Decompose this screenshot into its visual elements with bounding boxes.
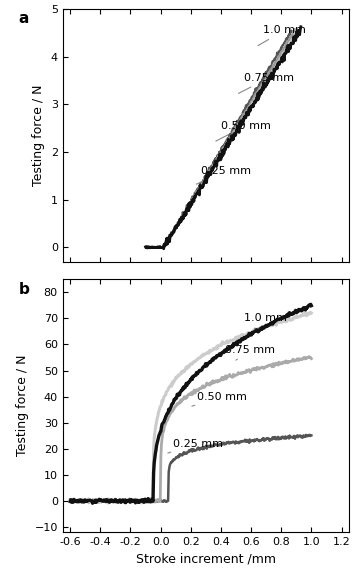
Text: 1.0 mm: 1.0 mm	[243, 313, 286, 329]
Text: 0.25 mm: 0.25 mm	[196, 166, 251, 184]
X-axis label: Stroke increment /mm: Stroke increment /mm	[136, 553, 276, 566]
Y-axis label: Testing force / N: Testing force / N	[32, 85, 45, 186]
Text: 1.0 mm: 1.0 mm	[258, 25, 306, 46]
Text: 0.75 mm: 0.75 mm	[238, 73, 294, 93]
Text: a: a	[18, 11, 29, 26]
Text: 0.50 mm: 0.50 mm	[192, 392, 247, 406]
Text: 0.75 mm: 0.75 mm	[226, 345, 275, 360]
Text: 0.50 mm: 0.50 mm	[216, 121, 271, 141]
Text: 0.25 mm: 0.25 mm	[168, 439, 223, 453]
Text: b: b	[18, 282, 29, 297]
Y-axis label: Testing force / N: Testing force / N	[16, 355, 29, 456]
